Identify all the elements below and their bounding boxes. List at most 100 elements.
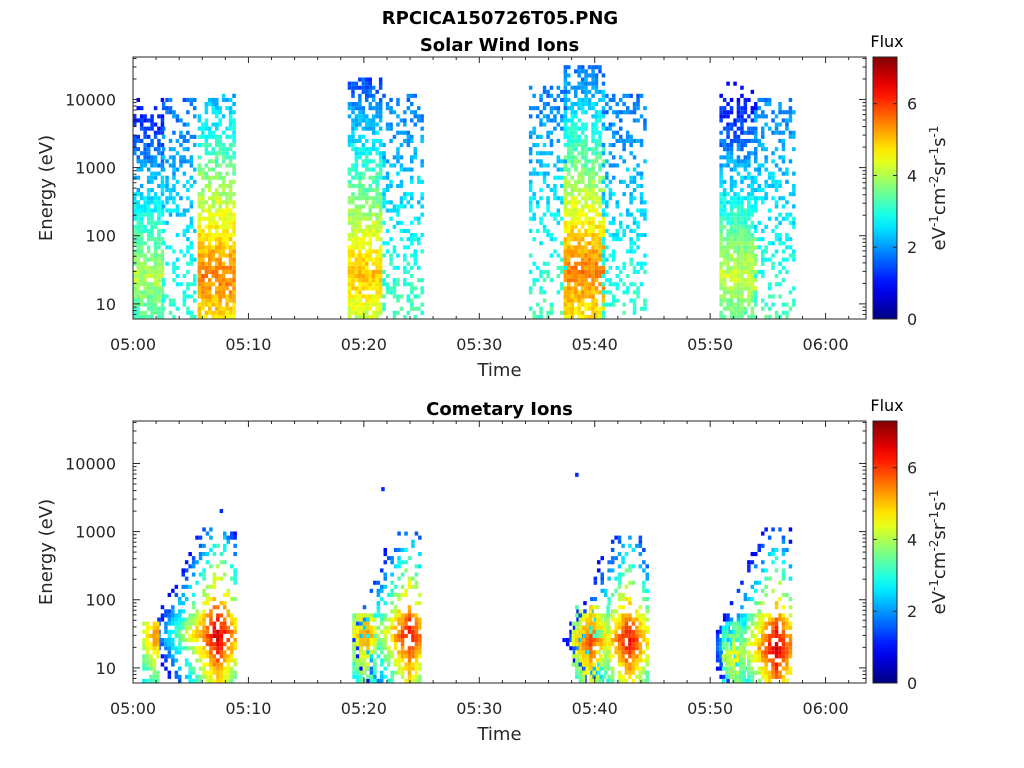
flux-cell (584, 81, 588, 86)
flux-cell (174, 670, 179, 675)
flux-cell (733, 200, 737, 205)
flux-cell (186, 138, 190, 143)
flux-cell (584, 143, 588, 148)
flux-cell (152, 678, 157, 683)
flux-cell (215, 302, 219, 307)
flux-cell (594, 143, 599, 148)
flux-cell (347, 134, 352, 139)
flux-cell (539, 306, 543, 311)
flux-cell (361, 286, 366, 291)
flux-cell (792, 220, 796, 225)
flux-cell (556, 212, 561, 217)
flux-cell (591, 208, 595, 213)
flux-cell (211, 122, 215, 127)
flux-cell (219, 638, 224, 643)
flux-cell (750, 310, 755, 315)
flux-cell (599, 678, 603, 683)
flux-cell (215, 188, 219, 193)
flux-cell (747, 130, 751, 135)
flux-cell (201, 196, 205, 201)
flux-cell (750, 314, 755, 319)
flux-cell (369, 633, 374, 638)
flux-cell (209, 584, 213, 589)
flux-cell (232, 241, 236, 246)
flux-cell (591, 183, 595, 188)
flux-cell (764, 192, 768, 197)
flux-cell (406, 294, 411, 299)
flux-cell (528, 208, 533, 213)
flux-cell (642, 613, 646, 618)
flux-cell (352, 650, 356, 655)
flux-cell (719, 265, 723, 270)
flux-cell (767, 638, 772, 643)
flux-cell (378, 155, 383, 160)
flux-cell (195, 629, 199, 634)
flux-cell (736, 204, 741, 209)
flux-cell (553, 188, 557, 193)
flux-cell (221, 282, 226, 287)
flux-cell (156, 670, 160, 675)
flux-cell (365, 85, 369, 90)
flux-cell (722, 143, 727, 148)
flux-cell (197, 265, 202, 270)
flux-cell (368, 241, 372, 246)
flux-cell (393, 662, 398, 667)
flux-cell (606, 617, 610, 622)
flux-cell (788, 130, 793, 135)
flux-cell (392, 163, 397, 168)
flux-cell (397, 638, 401, 643)
flux-cell (233, 642, 237, 647)
flux-cell (208, 249, 212, 254)
flux-cell (612, 122, 616, 127)
flux-cell (778, 106, 782, 111)
flux-cell (580, 196, 585, 201)
flux-cell (617, 621, 622, 626)
flux-cell (232, 134, 236, 139)
flux-cell (204, 233, 209, 238)
flux-cell (778, 269, 782, 274)
flux-cell (643, 298, 647, 303)
flux-cell (719, 143, 723, 148)
flux-cell (362, 621, 367, 626)
flux-cell (146, 257, 151, 262)
flux-cell (165, 294, 169, 299)
flux-cell (208, 183, 212, 188)
flux-cell (362, 605, 367, 610)
flux-cell (750, 658, 755, 663)
flux-cell (184, 674, 189, 679)
flux-cell (567, 237, 571, 242)
flux-cell (139, 298, 144, 303)
flux-cell (733, 314, 737, 319)
flux-cell (764, 257, 768, 262)
flux-cell (567, 81, 571, 86)
flux-cell (182, 298, 187, 303)
flux-cell (754, 188, 758, 193)
flux-cell (598, 130, 602, 135)
flux-cell (580, 233, 585, 238)
flux-cell (215, 249, 219, 254)
flux-cell (209, 638, 213, 643)
flux-cell (574, 274, 578, 279)
flux-cell (733, 216, 737, 221)
flux-cell (774, 147, 779, 152)
flux-cell (410, 220, 414, 225)
flux-cell (726, 617, 730, 622)
flux-cell (149, 642, 153, 647)
flux-cell (232, 282, 236, 287)
flux-cell (407, 605, 412, 610)
flux-cell (164, 658, 168, 663)
flux-cell (747, 126, 751, 131)
flux-cell (733, 257, 737, 262)
flux-cell (575, 629, 579, 634)
flux-cell (161, 183, 166, 188)
flux-cell (719, 204, 723, 209)
flux-cell (764, 245, 768, 250)
flux-cell (631, 678, 636, 683)
flux-cell (189, 314, 194, 319)
flux-cell (404, 547, 408, 552)
flux-cell (761, 257, 765, 262)
flux-cell (139, 138, 144, 143)
flux-cell (771, 151, 775, 156)
flux-cell (368, 294, 372, 299)
flux-cell (157, 306, 161, 311)
